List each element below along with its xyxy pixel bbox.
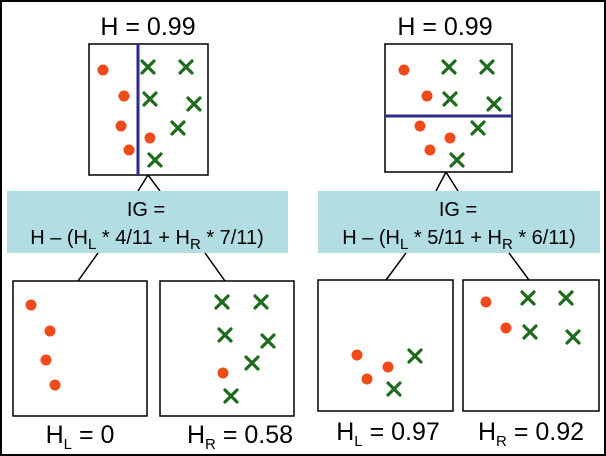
- cross-point: [140, 59, 156, 75]
- circle-point: [424, 144, 436, 156]
- circle-point: [49, 379, 61, 391]
- connector-line: [508, 252, 530, 281]
- circle-point: [144, 132, 156, 144]
- cross-point: [260, 333, 276, 349]
- cross-point: [442, 91, 458, 107]
- circle-point: [25, 299, 37, 311]
- left-child-entropy-label: HL = 0: [46, 421, 115, 453]
- circle-point: [123, 144, 135, 156]
- circle-point: [115, 120, 127, 132]
- panel-horizontal-split: H = 0.99 IG = H – (HL * 5/11 + HR * 6/11…: [317, 13, 600, 450]
- panel-vertical-split: H = 0.99 IG = H – (HL * 4/11 + HR * 7/11…: [7, 13, 295, 453]
- circle-point: [421, 90, 433, 102]
- connector-line: [385, 252, 407, 281]
- circle-point: [97, 64, 109, 76]
- connector-line: [147, 174, 161, 192]
- cross-point: [479, 59, 495, 75]
- ig-formula: H – (HL * 5/11 + HR * 6/11): [342, 227, 576, 253]
- circle-point: [480, 296, 492, 308]
- cross-point: [449, 152, 465, 168]
- cross-point: [244, 355, 260, 371]
- circle-point: [44, 325, 56, 337]
- cross-point: [558, 290, 574, 306]
- left-child-points: [25, 299, 61, 391]
- left-child-box: [12, 280, 148, 417]
- info-gain-band: [7, 191, 288, 253]
- cross-point: [178, 59, 194, 75]
- left-child-box: [317, 279, 454, 412]
- cross-point: [522, 324, 538, 340]
- cross-point: [217, 327, 233, 343]
- right-child-entropy-label: HR = 0.58: [187, 421, 293, 453]
- left-child-entropy-label: HL = 0.97: [336, 418, 440, 450]
- circle-point: [500, 322, 512, 334]
- circle-point: [351, 349, 363, 361]
- circle-point: [217, 367, 229, 379]
- ig-title: IG =: [127, 199, 165, 221]
- cross-point: [214, 294, 230, 310]
- connector-line: [137, 174, 149, 192]
- parent-entropy-label: H = 0.99: [397, 13, 492, 41]
- right-child-points: [480, 290, 581, 345]
- connector-line: [445, 171, 459, 192]
- circle-point: [118, 90, 130, 102]
- cross-point: [253, 294, 269, 310]
- circle-point: [382, 361, 394, 373]
- info-gain-band: [318, 191, 600, 253]
- cross-point: [170, 120, 186, 136]
- cross-point: [486, 96, 502, 112]
- parent-points: [97, 59, 202, 168]
- parent-points: [398, 59, 502, 168]
- cross-point: [407, 348, 423, 364]
- cross-point: [147, 152, 163, 168]
- cross-point: [470, 120, 486, 136]
- connector-line: [435, 171, 447, 192]
- cross-point: [186, 96, 202, 112]
- connector-line: [77, 252, 99, 282]
- cross-point: [386, 381, 402, 397]
- cross-point: [520, 290, 536, 306]
- cross-point: [142, 91, 158, 107]
- circle-point: [414, 120, 426, 132]
- circle-point: [398, 64, 410, 76]
- connector-line: [204, 252, 226, 282]
- right-child-points: [214, 294, 276, 404]
- cross-point: [223, 388, 239, 404]
- circle-point: [361, 373, 373, 385]
- parent-entropy-label: H = 0.99: [100, 13, 195, 41]
- circle-point: [444, 132, 456, 144]
- ig-title: IG =: [439, 199, 477, 221]
- cross-point: [565, 329, 581, 345]
- circle-point: [40, 354, 52, 366]
- ig-formula: H – (HL * 4/11 + HR * 7/11): [30, 227, 264, 253]
- right-child-entropy-label: HR = 0.92: [478, 418, 584, 450]
- left-child-points: [351, 348, 423, 397]
- cross-point: [441, 59, 457, 75]
